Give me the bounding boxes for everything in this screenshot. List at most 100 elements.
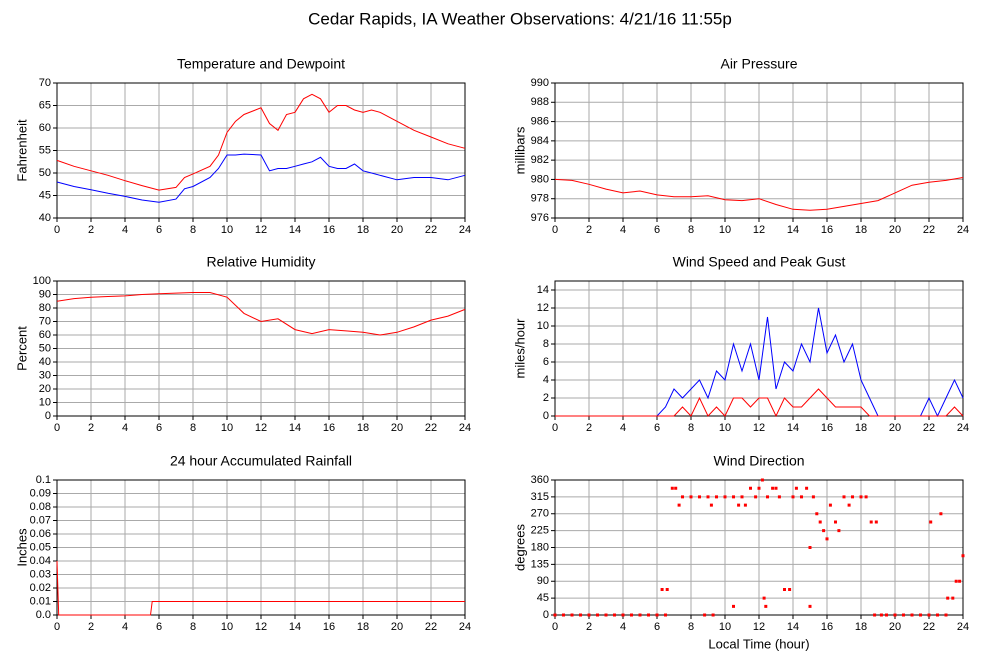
data-point — [621, 613, 625, 617]
x-tick-label: 6 — [654, 621, 660, 633]
data-point — [670, 486, 674, 490]
x-tick-label: 10 — [719, 422, 731, 434]
y-tick-label: 0 — [45, 410, 51, 422]
chart-title: Wind Speed and Peak Gust — [673, 254, 846, 270]
data-point — [665, 588, 669, 591]
data-point — [613, 613, 616, 617]
y-tick-label: 90 — [537, 575, 549, 587]
data-point — [951, 596, 955, 600]
x-tick-label: 14 — [787, 422, 799, 434]
x-tick-label: 12 — [255, 422, 267, 434]
x-tick-label: 16 — [821, 621, 833, 633]
y-tick-label: 50 — [39, 342, 51, 354]
y-tick-label: 980 — [531, 173, 549, 185]
y-tick-label: 984 — [531, 135, 549, 147]
data-point — [604, 613, 608, 617]
plot-frame — [56, 280, 466, 417]
x-tick-label: 22 — [923, 422, 935, 434]
x-tick-label: 2 — [586, 621, 592, 633]
y-tick-label: 0 — [543, 410, 549, 422]
chart-title: Temperature and Dewpoint — [177, 56, 345, 72]
data-point — [929, 520, 933, 524]
data-point — [954, 579, 958, 583]
data-point — [630, 613, 633, 617]
data-point — [647, 613, 650, 617]
plot-frame — [56, 82, 466, 219]
y-tick-label: 65 — [39, 99, 51, 111]
data-point — [927, 613, 931, 617]
x-tick-label: 18 — [357, 224, 369, 236]
data-point — [808, 604, 812, 608]
chart-title: 24 hour Accumulated Rainfall — [170, 453, 352, 469]
y-tick-label: 988 — [531, 96, 549, 108]
y-tick-label: 2 — [543, 392, 549, 404]
x-tick-label: 0 — [54, 422, 60, 434]
plot-frame — [554, 479, 964, 616]
data-line — [554, 177, 964, 211]
x-tick-label: 14 — [787, 224, 799, 236]
x-tick-label: 8 — [688, 621, 694, 633]
data-point — [711, 613, 715, 617]
x-tick-label: 2 — [88, 422, 94, 434]
y-tick-label: 10 — [537, 320, 549, 332]
x-tick-label: 2 — [88, 621, 94, 633]
x-tick-label: 4 — [620, 422, 626, 434]
y-tick-label: 14 — [537, 284, 549, 296]
y-tick-label: 990 — [531, 77, 549, 89]
data-point — [743, 503, 747, 507]
y-tick-label: 360 — [531, 474, 549, 486]
x-tick-label: 20 — [391, 621, 403, 633]
x-tick-label: 16 — [821, 422, 833, 434]
x-tick-label: 22 — [425, 224, 437, 236]
x-tick-label: 18 — [357, 422, 369, 434]
data-point — [851, 495, 854, 499]
y-tick-label: 4 — [543, 374, 549, 386]
x-tick-label: 22 — [923, 224, 935, 236]
y-tick-label: 135 — [531, 558, 549, 570]
y-tick-label: 90 — [39, 288, 51, 300]
y-tick-label: 60 — [39, 122, 51, 134]
data-point — [703, 613, 707, 617]
data-point — [737, 503, 741, 507]
y-tick-label: 976 — [531, 212, 549, 224]
data-point — [638, 613, 642, 617]
x-tick-label: 8 — [190, 224, 196, 236]
y-tick-label: 10 — [39, 396, 51, 408]
x-tick-label: 18 — [855, 621, 867, 633]
data-point — [677, 503, 681, 507]
chart-title: Relative Humidity — [207, 254, 316, 270]
x-tick-label: 20 — [391, 224, 403, 236]
data-point — [873, 613, 877, 617]
chart-title: Air Pressure — [720, 56, 797, 72]
data-point — [732, 495, 735, 499]
data-point — [919, 613, 922, 617]
x-tick-label: 0 — [54, 621, 60, 633]
x-tick-label: 6 — [654, 224, 660, 236]
y-tick-label: 80 — [39, 302, 51, 314]
y-tick-label: 270 — [531, 508, 549, 520]
data-point — [740, 495, 744, 499]
data-point — [815, 512, 819, 516]
x-tick-label: 24 — [459, 422, 471, 434]
x-tick-label: 24 — [957, 422, 969, 434]
x-tick-label: 8 — [688, 422, 694, 434]
x-tick-label: 4 — [122, 224, 128, 236]
x-tick-label: 18 — [855, 422, 867, 434]
data-point — [910, 613, 914, 617]
x-tick-label: 14 — [289, 621, 301, 633]
y-tick-label: 180 — [531, 541, 549, 553]
y-tick-label: 70 — [39, 315, 51, 327]
x-tick-label: 14 — [787, 621, 799, 633]
y-tick-label: 40 — [39, 212, 51, 224]
y-tick-label: 45 — [537, 592, 549, 604]
data-point — [579, 613, 582, 617]
data-point — [709, 503, 713, 507]
x-tick-label: 12 — [753, 422, 765, 434]
y-tick-label: 0.06 — [30, 528, 51, 540]
data-point — [822, 529, 826, 533]
data-point — [766, 495, 769, 499]
x-tick-label: 10 — [221, 422, 233, 434]
x-tick-label: 24 — [957, 621, 969, 633]
y-axis-label: miles/hour — [512, 318, 527, 379]
x-tick-label: 0 — [552, 621, 558, 633]
